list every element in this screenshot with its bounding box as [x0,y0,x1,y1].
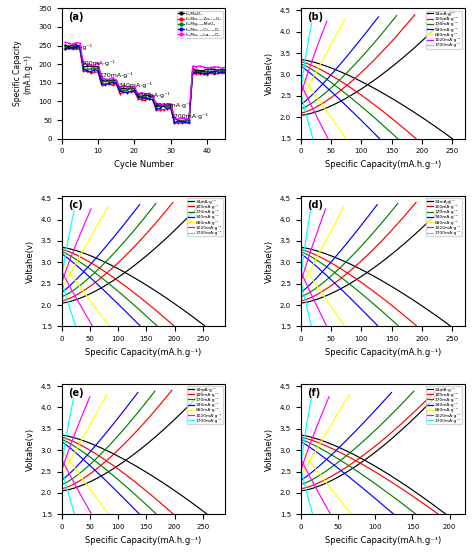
Legend: 34mA·g⁻¹, 100mA·g⁻¹, 170mA·g⁻¹, 340mA·g⁻¹, 680mA·g⁻¹, 1020mA·g⁻¹, 1700mA·g⁻¹: 34mA·g⁻¹, 100mA·g⁻¹, 170mA·g⁻¹, 340mA·g⁻… [426,386,462,424]
X-axis label: Specific Capacity(mA.h.g⁻¹): Specific Capacity(mA.h.g⁻¹) [325,348,441,357]
X-axis label: Specific Capacity(mA.h.g⁻¹): Specific Capacity(mA.h.g⁻¹) [325,535,441,545]
Text: 1700mA·g⁻¹: 1700mA·g⁻¹ [170,113,208,119]
Text: 680mA·g⁻¹: 680mA·g⁻¹ [136,92,170,98]
Text: 1020mA·g⁻¹: 1020mA·g⁻¹ [155,102,192,108]
Legend: 34mA·g⁻¹, 100mA·g⁻¹, 170mA·g⁻¹, 340mA·g⁻¹, 680mA·g⁻¹, 1020mA·g⁻¹, 1700mA·g⁻¹: 34mA·g⁻¹, 100mA·g⁻¹, 170mA·g⁻¹, 340mA·g⁻… [187,386,223,424]
Y-axis label: Voltahe(v): Voltahe(v) [26,427,35,471]
Legend: 34mA·g⁻¹, 100mA·g⁻¹, 170mA·g⁻¹, 340mA·g⁻¹, 680mA·g⁻¹, 1020mA·g⁻¹, 1700mA·g⁻¹: 34mA·g⁻¹, 100mA·g⁻¹, 170mA·g⁻¹, 340mA·g⁻… [426,11,462,49]
Text: 34mA·g⁻¹: 34mA·g⁻¹ [63,44,93,50]
Text: (b): (b) [307,12,323,22]
Legend: 34mA·g⁻¹, 100mA·g⁻¹, 170mA·g⁻¹, 340mA·g⁻¹, 680mA·g⁻¹, 1020mA·g⁻¹, 1700mA·g⁻¹: 34mA·g⁻¹, 100mA·g⁻¹, 170mA·g⁻¹, 340mA·g⁻… [426,199,462,237]
Text: 100mA·g⁻¹: 100mA·g⁻¹ [82,60,115,66]
Text: 34mA·g⁻¹: 34mA·g⁻¹ [192,69,223,75]
Text: (c): (c) [68,200,83,210]
Y-axis label: Specific Capacity
(mA.h.g⁻¹): Specific Capacity (mA.h.g⁻¹) [13,40,33,106]
Text: 170mA·g⁻¹: 170mA·g⁻¹ [100,72,134,78]
Text: 340mA·g⁻¹: 340mA·g⁻¹ [118,82,152,88]
Y-axis label: Voltahe(v): Voltahe(v) [265,52,274,95]
Text: (e): (e) [68,388,84,398]
Text: (f): (f) [307,388,320,398]
X-axis label: Specific Capacity(mA.h.g⁻¹): Specific Capacity(mA.h.g⁻¹) [325,160,441,169]
Y-axis label: Voltahe(v): Voltahe(v) [265,427,274,471]
X-axis label: Specific Capacity(mA.h.g⁻¹): Specific Capacity(mA.h.g⁻¹) [85,535,201,545]
Legend: 34mA·g⁻¹, 100mA·g⁻¹, 170mA·g⁻¹, 340mA·g⁻¹, 680mA·g⁻¹, 1020mA·g⁻¹, 1700mA·g⁻¹: 34mA·g⁻¹, 100mA·g⁻¹, 170mA·g⁻¹, 340mA·g⁻… [187,199,223,237]
Text: (a): (a) [68,12,84,22]
Legend: Li₂MoO₃, Li₂Mo₀.₉₀Zn₀.₁₀O₃, Li₂Mg₀.₉₀MoO₃, Li₂Mo₀.₉₀Cr₀.₁₀O₃, Li₂Mo₀.₉₀La₀.₁₀O₃: Li₂MoO₃, Li₂Mo₀.₉₀Zn₀.₁₀O₃, Li₂Mg₀.₉₀MoO… [177,11,223,38]
Y-axis label: Voltahe(v): Voltahe(v) [26,240,35,283]
X-axis label: Specific Capacity(mA.h.g⁻¹): Specific Capacity(mA.h.g⁻¹) [85,348,201,357]
Text: (d): (d) [307,200,323,210]
Y-axis label: Voltahe(v): Voltahe(v) [265,240,274,283]
X-axis label: Cycle Number: Cycle Number [114,160,173,169]
